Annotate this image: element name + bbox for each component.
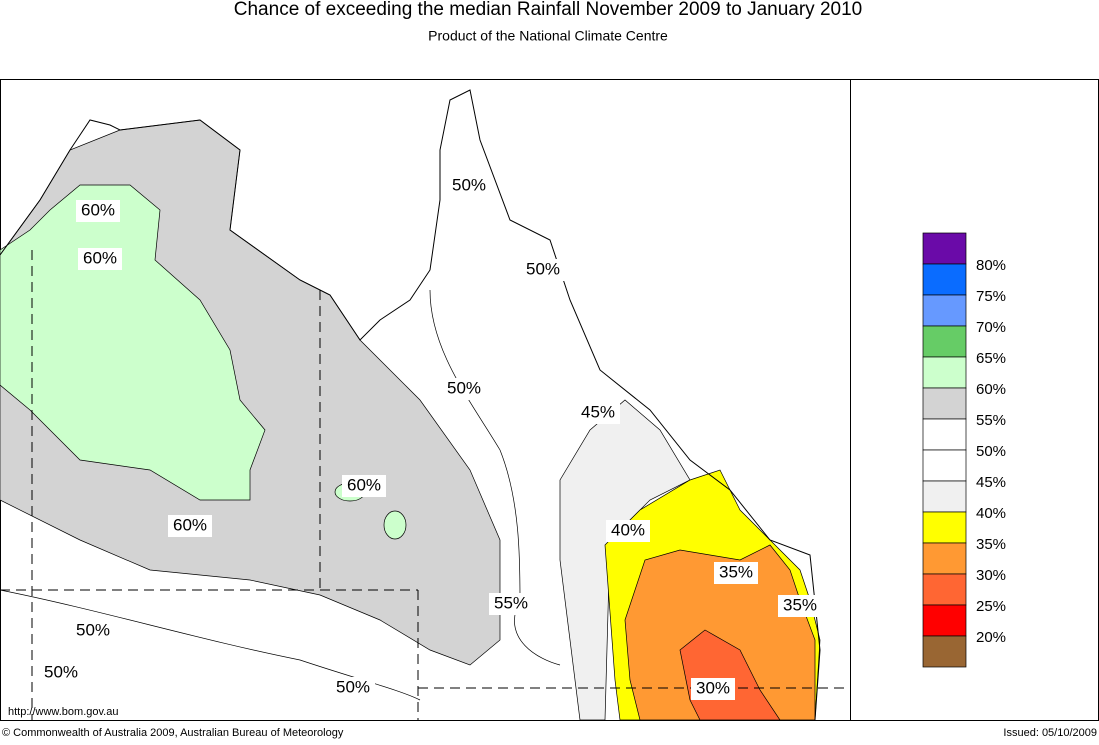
legend-swatch [922, 232, 967, 265]
legend-label: 30% [976, 567, 1006, 584]
legend-swatch [922, 449, 967, 482]
contour-label: 50% [447, 378, 481, 397]
legend-label: 75% [976, 288, 1006, 305]
legend-swatch [922, 604, 967, 637]
label-bg [71, 620, 115, 642]
contour-label: 60% [347, 475, 381, 494]
label-bg [78, 248, 122, 270]
label-bg [576, 402, 620, 424]
label-bg [342, 475, 386, 497]
label-bg [447, 175, 491, 197]
contour-label: 35% [719, 562, 753, 581]
contour-label: 55% [494, 593, 528, 612]
legend-swatch [922, 511, 967, 544]
contour-label: 50% [526, 259, 560, 278]
contour-label: 60% [83, 248, 117, 267]
copyright: © Commonwealth of Australia 2009, Austra… [2, 727, 344, 739]
contour-label: 60% [81, 200, 115, 219]
contour-label: 60% [173, 515, 207, 534]
legend-label: 20% [976, 629, 1006, 646]
legend-label: 25% [976, 598, 1006, 615]
contour-label: 50% [76, 620, 110, 639]
legend-panel [850, 79, 1099, 721]
legend-label: 80% [976, 257, 1006, 274]
legend-label: 45% [976, 474, 1006, 491]
label-bg [521, 259, 565, 281]
legend-swatch [922, 387, 967, 420]
contour-label: 50% [44, 662, 78, 681]
contour-label: 30% [696, 678, 730, 697]
legend-label: 40% [976, 505, 1006, 522]
legend-swatch [922, 356, 967, 389]
legend-label: 70% [976, 319, 1006, 336]
label-bg [691, 678, 735, 700]
legend-swatch [922, 263, 967, 296]
legend-swatch [922, 294, 967, 327]
label-bg [168, 515, 212, 537]
title: Chance of exceeding the median Rainfall … [234, 0, 862, 20]
label-bg [331, 677, 375, 699]
state-borders [0, 250, 850, 720]
label-bg [39, 662, 83, 684]
legend-swatch [922, 418, 967, 451]
contour-line [0, 289, 561, 701]
label-bg [778, 595, 822, 617]
issued: Issued: 05/10/2009 [1003, 727, 1097, 739]
label-bg [76, 200, 120, 222]
contour-labels: 60% 60% 50% 50% 50% 45% 60% 60% 40% 35% 35% 55% 50% 5… [39, 175, 822, 700]
legend-label: 55% [976, 412, 1006, 429]
contour-label: 35% [783, 595, 817, 614]
label-bg [442, 378, 486, 400]
legend-label: 65% [976, 350, 1006, 367]
region-60 [383, 510, 407, 540]
legend: 80% 75% 70% 65% 60% 55% 50% 45% 40% 35% 30% 25% 20% [850, 79, 1099, 721]
legend-label: 35% [976, 536, 1006, 553]
legend-swatch [922, 573, 967, 606]
url: http://www.bom.gov.au [8, 706, 118, 718]
subtitle: Product of the National Climate Centre [428, 28, 668, 44]
legend-swatch [922, 480, 967, 513]
region-60 [0, 184, 266, 501]
contour-label: 50% [452, 175, 486, 194]
coastline [0, 89, 821, 721]
legend-label: 60% [976, 381, 1006, 398]
region-35 [624, 544, 816, 721]
legend-swatch [922, 635, 967, 668]
label-bg [714, 562, 758, 584]
legend-swatch [922, 542, 967, 575]
map: 60% 60% 50% 50% 50% 45% 60% 60% 40% 35% 35% 55% 50% 5… [0, 79, 851, 721]
contour-label: 50% [336, 677, 370, 696]
contour-label: 45% [581, 402, 615, 421]
contour-label: 40% [611, 520, 645, 539]
label-bg [606, 520, 650, 542]
legend-swatch [922, 325, 967, 358]
label-bg [489, 593, 533, 615]
legend-label: 50% [976, 443, 1006, 460]
